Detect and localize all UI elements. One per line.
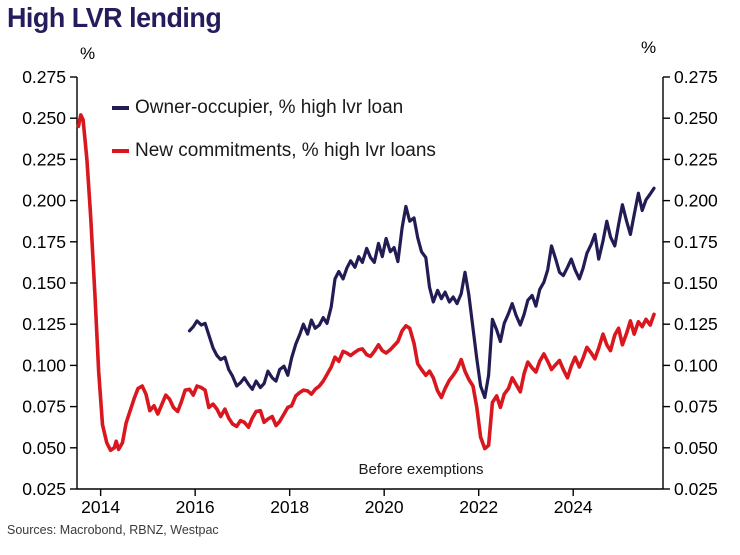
owner-occupier-line-swatch [112,105,129,110]
x-tick-label: 2016 [176,497,215,517]
y-tick-label-left: 0.150 [22,273,66,293]
legend-item-owner-occupier: Owner-occupier, % high lvr loan [112,94,436,121]
x-tick-label: 2022 [459,497,498,517]
y-tick-label-left: 0.175 [22,232,66,252]
x-tick-label: 2014 [81,497,120,517]
y-tick-label-left: 0.225 [22,149,66,169]
y-tick-label-right: 0.125 [674,314,718,334]
chart-title: High LVR lending [7,2,222,33]
new-commitments-line-swatch [112,148,129,153]
x-tick-label: 2024 [554,497,593,517]
y-tick-label-left: 0.075 [22,397,66,417]
y-tick-label-right: 0.175 [674,232,718,252]
y-tick-label-right: 0.250 [674,108,718,128]
y-tick-label-right: 0.100 [674,355,718,375]
y-tick-label-left: 0.100 [22,355,66,375]
y-tick-label-right: 0.150 [674,273,718,293]
y-tick-label-right: 0.025 [674,479,718,499]
x-tick-label: 2020 [365,497,404,517]
y-tick-label-left: 0.250 [22,108,66,128]
y-tick-label-left: 0.025 [22,479,66,499]
y-tick-label-right: 0.075 [674,397,718,417]
new-commitments-line [76,113,656,453]
y-tick-label-left: 0.050 [22,438,66,458]
legend-item-new-commitments: New commitments, % high lvr loans [112,137,436,164]
legend-label-new-commitments: New commitments, % high lvr loans [135,139,436,161]
y-tick-label-right: 0.200 [674,191,718,211]
owner-occupier-line [187,186,656,400]
y-tick-label-left: 0.275 [22,67,66,87]
y-axis-unit-left: % [80,44,96,63]
legend-label-owner-occupier: Owner-occupier, % high lvr loan [135,96,404,118]
y-tick-label-right: 0.275 [674,67,718,87]
y-tick-label-right: 0.225 [674,149,718,169]
y-axis-unit-right: % [641,38,657,57]
y-tick-label-left: 0.125 [22,314,66,334]
sources-note: Sources: Macrobond, RBNZ, Westpac [7,523,219,537]
chart-legend: Owner-occupier, % high lvr loan New comm… [112,94,436,180]
y-tick-label-right: 0.050 [674,438,718,458]
x-tick-label: 2018 [270,497,309,517]
before-exemptions-annotation: Before exemptions [358,461,484,479]
y-tick-label-left: 0.200 [22,191,66,211]
